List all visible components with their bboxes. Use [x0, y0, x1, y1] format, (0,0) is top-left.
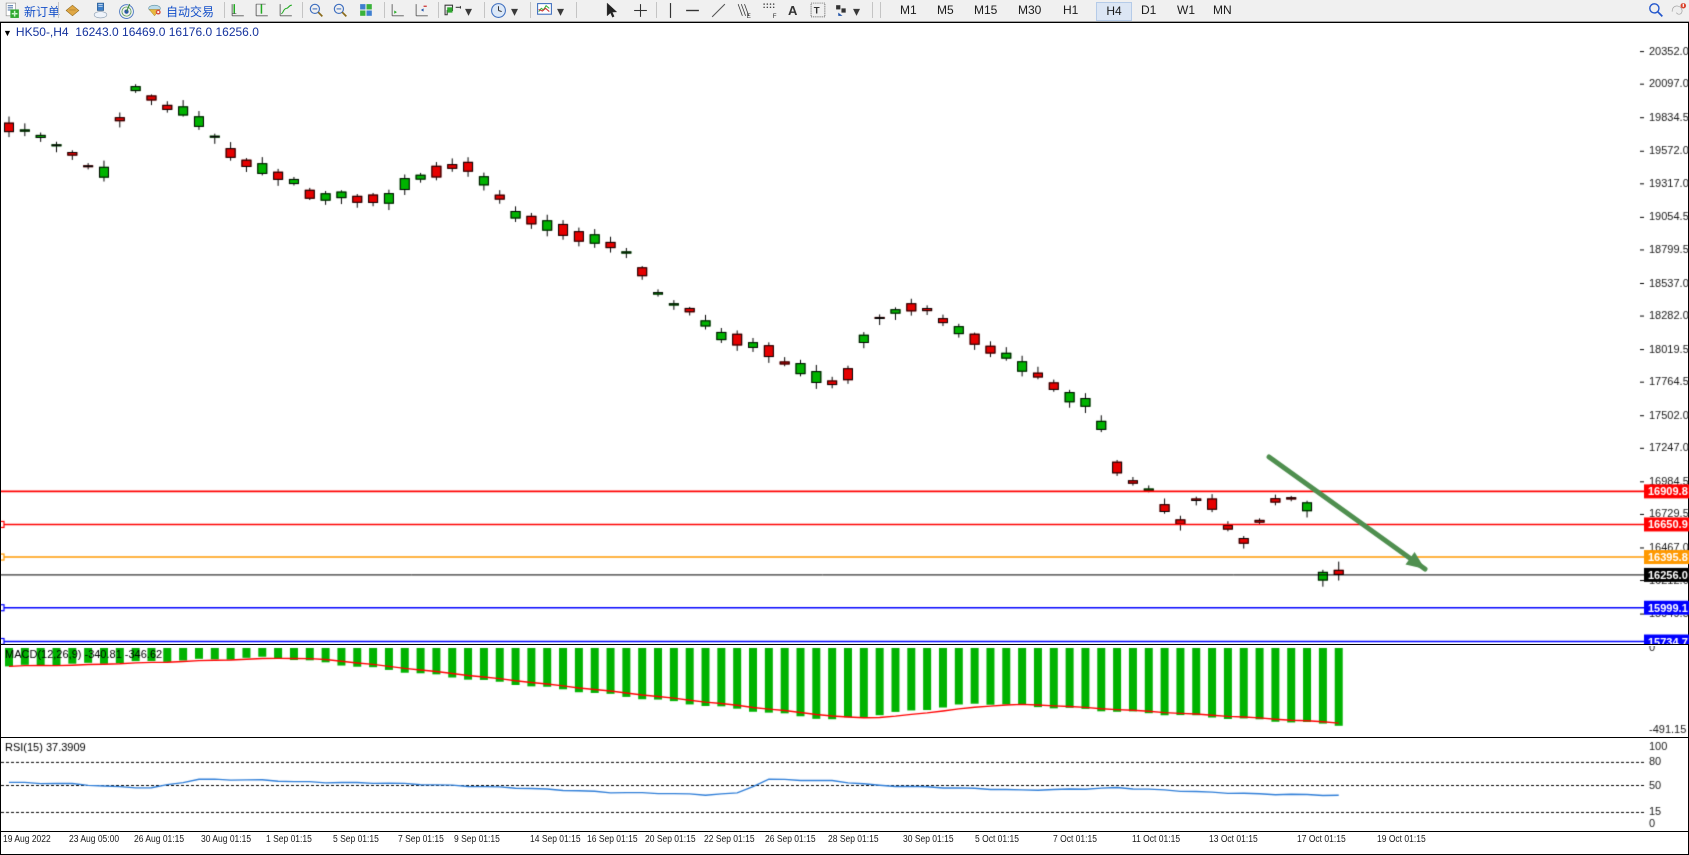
svg-text:E: E: [747, 13, 751, 19]
svg-text:F: F: [773, 13, 777, 19]
svg-text:T: T: [814, 6, 820, 17]
